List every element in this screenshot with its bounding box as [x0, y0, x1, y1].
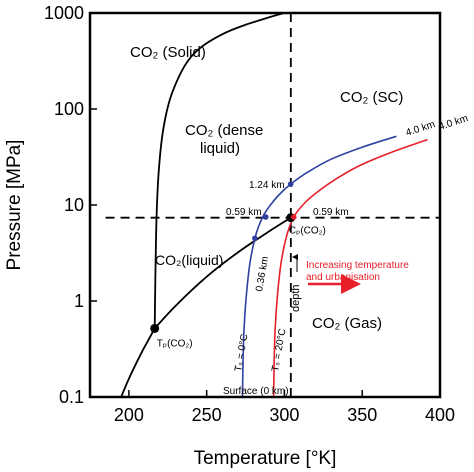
- depth-point-marker: [252, 235, 258, 242]
- annotation-0-36km: 0.36 km: [254, 256, 271, 293]
- region-label-solid: CO₂ (Solid): [130, 44, 206, 61]
- y-axis-label: Pressure [MPa]: [4, 140, 25, 271]
- annotation-depth: depth: [290, 284, 302, 312]
- y-axis-ticks: 0.1 1 10 100 1000: [44, 3, 97, 407]
- y-tick-label: 100: [54, 99, 84, 119]
- y-tick-label: 1: [74, 291, 84, 311]
- annotation-4km-red: 4.0 km: [438, 113, 470, 133]
- annotation-0-59km-left: 0.59 km: [226, 207, 262, 218]
- annotation-1-24km: 1.24 km: [249, 180, 285, 191]
- x-axis-label: Temperature [°K]: [194, 448, 337, 469]
- y-tick-label: 1000: [44, 3, 84, 23]
- x-tick-label: 400: [425, 405, 455, 425]
- x-tick-label: 250: [192, 405, 222, 425]
- x-tick-label: 350: [347, 405, 377, 425]
- depth-point-marker: [290, 214, 297, 220]
- y-tick-label: 10: [64, 195, 84, 215]
- region-label-sc: CO₂ (SC): [340, 89, 403, 106]
- annotation-ts-0: Tₛ = 0°C: [233, 333, 250, 372]
- curve-sublimation: [120, 327, 156, 397]
- triple-point-label: Tₚ(CO₂): [157, 338, 193, 349]
- annotation-ts-20: Tₛ = 20°C: [270, 328, 288, 373]
- depth-point-marker: [287, 181, 294, 187]
- curve-melting: [153, 13, 288, 329]
- y-tick-label: 0.1: [59, 387, 84, 407]
- curve-vaporization: [154, 216, 292, 330]
- marks-layer: Tₚ(CO₂) Cₚ(CO₂): [150, 181, 326, 349]
- curve-geotherm-20C: [272, 138, 428, 397]
- x-tick-label: 200: [114, 405, 144, 425]
- triple-point-marker: [150, 323, 160, 333]
- curves-layer: [105, 13, 440, 397]
- depth-point-marker: [262, 214, 269, 220]
- region-label-liquid: CO₂(liquid): [155, 252, 223, 268]
- annotation-4km-blue: 4.0 km: [405, 119, 437, 139]
- x-tick-label: 300: [269, 405, 299, 425]
- critical-point-label: Cₚ(CO₂): [289, 226, 326, 237]
- x-axis-ticks: 200 250 300 350 400: [114, 390, 455, 425]
- annotation-trend-2: and urbanisation: [306, 272, 380, 283]
- region-label-dense-liquid-1: CO₂ (dense: [185, 122, 263, 139]
- curve-geotherm-0C: [241, 135, 397, 397]
- annotation-0-59km-right: 0.59 km: [313, 207, 349, 218]
- region-label-dense-liquid-2: liquid): [200, 140, 240, 157]
- region-label-gas: CO₂ (Gas): [312, 315, 382, 332]
- annotation-surface: Surface (0 km): [223, 386, 289, 397]
- annotation-trend-1: Increasing temperature: [306, 260, 409, 271]
- plot-frame: [88, 11, 442, 399]
